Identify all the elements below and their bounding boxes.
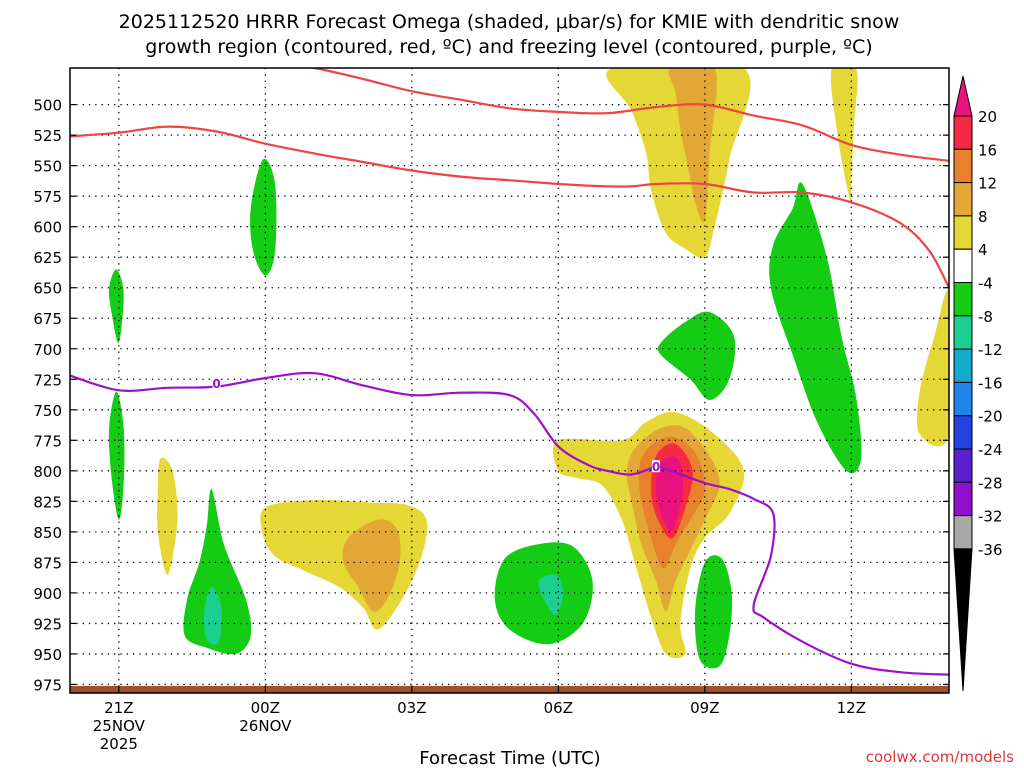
chart-title-line-1: 2025112520 HRRR Forecast Omega (shaded, … <box>119 11 900 33</box>
omega-region-3 <box>916 290 949 447</box>
colorbar-box-2 <box>953 182 973 217</box>
y-tick-label-750: 750 <box>33 402 62 420</box>
y-tick-label-875: 875 <box>33 554 62 572</box>
y-tick-label-975: 975 <box>33 676 62 694</box>
colorbar-box-7 <box>953 348 973 383</box>
omega-region-2 <box>830 68 858 203</box>
y-tick-label-625: 625 <box>33 249 62 267</box>
colorbar-bottom-triangle <box>953 548 973 692</box>
plot-frame <box>69 67 950 694</box>
colorbar-box-1 <box>953 148 973 184</box>
omega-region-8 <box>655 456 684 532</box>
x-tick-label-03Z: 03Z <box>397 699 426 717</box>
x-tick-label-09Z: 09Z <box>690 699 719 717</box>
colorbar-label-5: -4 <box>978 275 993 293</box>
colorbar-box-11 <box>953 481 973 517</box>
y-tick-label-525: 525 <box>33 127 62 145</box>
y-tick-label-600: 600 <box>33 219 62 237</box>
omega-region-18 <box>538 574 564 615</box>
freezing-label-1: 0 <box>652 460 660 474</box>
colorbar-label-2: 12 <box>978 175 997 193</box>
colorbar-box-0 <box>953 115 973 150</box>
y-tick-label-725: 725 <box>33 371 62 389</box>
colorbar-box-6 <box>953 315 973 350</box>
x-tick-date-21Z: 25NOV <box>93 717 146 735</box>
y-tick-label-700: 700 <box>33 341 62 359</box>
y-tick-label-800: 800 <box>33 463 62 481</box>
y-tick-label-575: 575 <box>33 188 62 206</box>
credit-text: coolwx.com/models <box>866 748 1014 766</box>
colorbar-label-3: 8 <box>978 208 988 226</box>
omega-region-20 <box>694 555 733 669</box>
contour-lines: 00 <box>70 68 949 676</box>
chart-title-line-2: growth region (contoured, red, ºC) and f… <box>145 36 872 58</box>
x-axis-title: Forecast Time (UTC) <box>419 748 600 768</box>
colorbar-box-9 <box>953 415 973 450</box>
y-tick-label-850: 850 <box>33 524 62 542</box>
x-tick-year-21Z: 2025 <box>100 735 138 753</box>
colorbar-box-3 <box>953 215 973 250</box>
colorbar-box-8 <box>953 381 973 417</box>
colorbar-label-9: -20 <box>978 408 1003 426</box>
colorbar-label-8: -16 <box>978 374 1003 392</box>
colorbar-label-6: -8 <box>978 308 993 326</box>
omega-region-13 <box>108 269 124 343</box>
x-tick-label-21Z: 21Z <box>104 699 133 717</box>
colorbar-label-12: -32 <box>978 508 1003 526</box>
y-tick-label-825: 825 <box>33 493 62 511</box>
colorbar-box-10 <box>953 448 973 483</box>
freezing-level-line <box>70 371 949 676</box>
colorbar-label-0: 20 <box>978 108 997 126</box>
terrain-strip <box>70 686 949 693</box>
omega-region-12 <box>250 158 277 276</box>
colorbar-label-4: 4 <box>978 241 988 259</box>
x-tick-date-00Z: 26NOV <box>239 717 292 735</box>
freezing-label-0: 0 <box>212 377 220 391</box>
omega-region-19 <box>657 311 736 400</box>
colorbar-label-11: -28 <box>978 474 1003 492</box>
colorbar-label-1: 16 <box>978 141 997 159</box>
y-axis: 500 525 550 575 600 625 650 675 700 725 750 775 800 8… <box>33 97 949 694</box>
omega-region-10 <box>342 519 401 612</box>
colorbar-label-7: -12 <box>978 341 1003 359</box>
omega-region-15 <box>183 488 252 655</box>
omega-region-9 <box>260 499 428 630</box>
y-tick-label-950: 950 <box>33 646 62 664</box>
colorbar-top-triangle <box>953 75 973 117</box>
y-tick-label-650: 650 <box>33 280 62 298</box>
y-tick-label-775: 775 <box>33 432 62 450</box>
colorbar-box-12 <box>953 515 973 550</box>
omega-region-21 <box>769 182 862 474</box>
colorbar-box-5 <box>953 282 973 317</box>
colorbar-box-4 <box>953 248 973 283</box>
dgz-line-1 <box>307 68 949 162</box>
x-tick-label-12Z: 12Z <box>837 699 866 717</box>
y-tick-label-900: 900 <box>33 585 62 603</box>
dgz-line-0 <box>70 125 949 289</box>
y-tick-label-675: 675 <box>33 310 62 328</box>
omega-region-0 <box>606 68 751 259</box>
y-tick-label-500: 500 <box>33 97 62 115</box>
freezing-label-bg-0 <box>212 377 221 390</box>
omega-shading <box>108 68 949 669</box>
omega-region-16 <box>204 586 222 645</box>
colorbar-label-10: -24 <box>978 441 1003 459</box>
freezing-label-bg-1 <box>652 460 660 473</box>
colorbar-label-13: -36 <box>978 541 1003 559</box>
y-tick-label-925: 925 <box>33 615 62 633</box>
x-tick-label-00Z: 00Z <box>251 699 280 717</box>
colorbar: 20 16 12 8 4 -4 -8 -12 -16 -20 -24 -28 -32 -36 <box>953 75 1003 692</box>
x-tick-label-06Z: 06Z <box>544 699 573 717</box>
y-tick-label-550: 550 <box>33 158 62 176</box>
omega-region-11 <box>157 457 178 575</box>
omega-region-14 <box>108 391 125 520</box>
